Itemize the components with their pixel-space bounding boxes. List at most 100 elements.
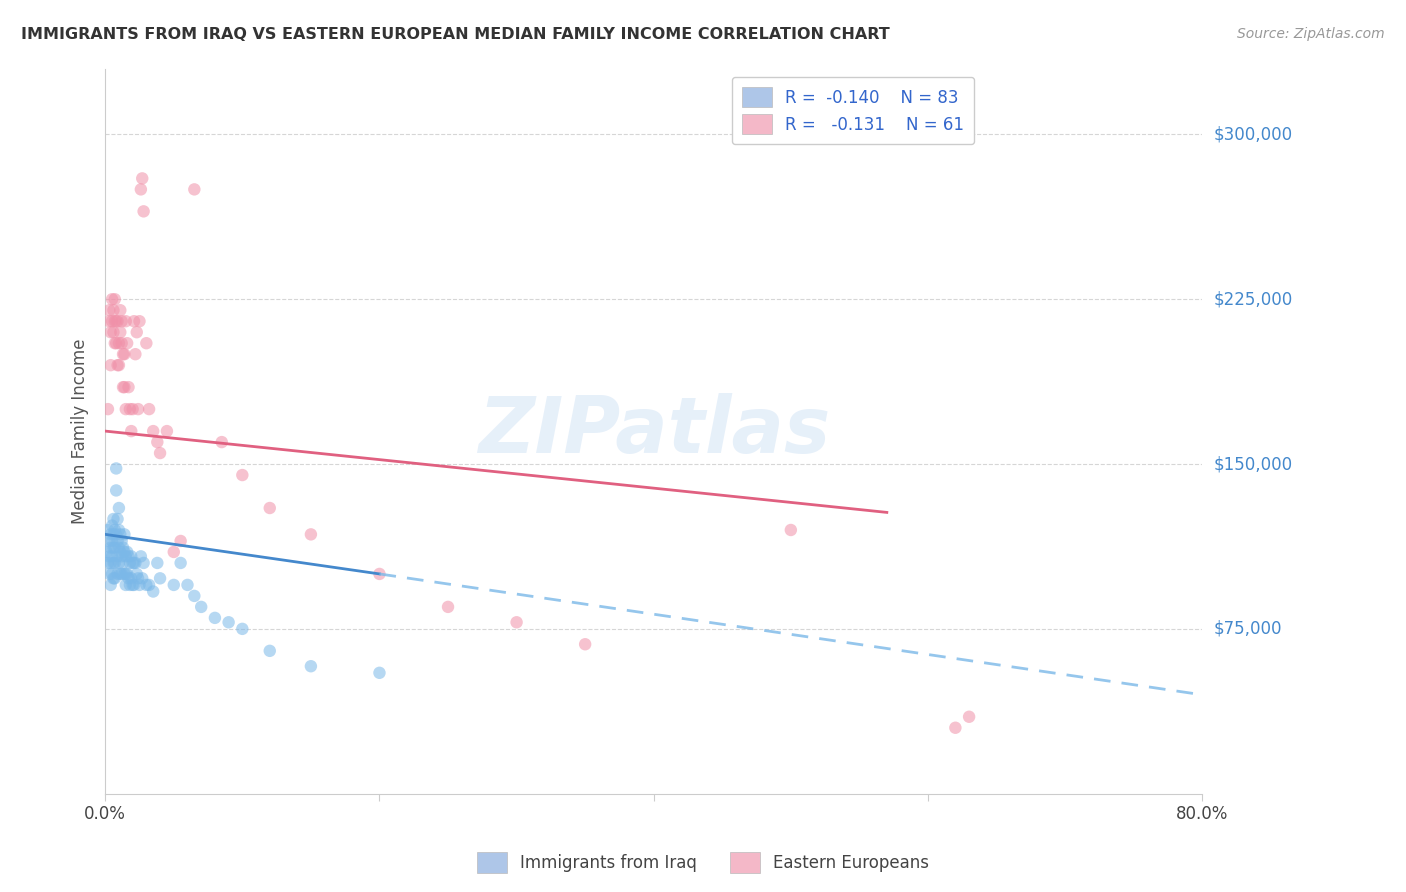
Point <box>115 545 138 559</box>
Point <box>183 182 205 196</box>
Point <box>204 611 226 625</box>
Point <box>97 523 120 537</box>
Point <box>114 314 136 328</box>
Point <box>299 527 322 541</box>
Point <box>104 523 127 537</box>
Point <box>110 527 132 541</box>
Point <box>218 615 240 630</box>
Point <box>104 336 127 351</box>
Point <box>437 599 460 614</box>
Point <box>114 402 136 417</box>
Point <box>100 556 122 570</box>
Point <box>131 171 153 186</box>
Text: $150,000: $150,000 <box>1213 455 1292 473</box>
Text: $300,000: $300,000 <box>1213 126 1292 144</box>
Point <box>103 325 125 339</box>
Point <box>118 578 141 592</box>
Point <box>129 182 152 196</box>
Point <box>100 541 122 555</box>
Point <box>112 527 135 541</box>
Point <box>129 549 152 564</box>
Point <box>132 204 155 219</box>
Point <box>104 292 127 306</box>
Text: Source: ZipAtlas.com: Source: ZipAtlas.com <box>1237 27 1385 41</box>
Point <box>103 512 125 526</box>
Point <box>110 566 132 581</box>
Point <box>98 549 121 564</box>
Point <box>98 566 121 581</box>
Point <box>169 556 191 570</box>
Point <box>105 461 128 475</box>
Point <box>101 292 124 306</box>
Point <box>98 314 121 328</box>
Point <box>169 533 191 548</box>
Point <box>122 314 145 328</box>
Point <box>100 325 122 339</box>
Point <box>108 556 131 570</box>
Point <box>100 578 122 592</box>
Point <box>368 566 391 581</box>
Point <box>107 533 129 548</box>
Point <box>125 325 148 339</box>
Point <box>98 303 121 318</box>
Point <box>111 549 134 564</box>
Point <box>176 578 198 592</box>
Point <box>121 402 143 417</box>
Point <box>183 589 205 603</box>
Point <box>104 556 127 570</box>
Point <box>135 578 157 592</box>
Point <box>112 347 135 361</box>
Point <box>104 541 127 555</box>
Point <box>112 347 135 361</box>
Point <box>103 541 125 555</box>
Point <box>100 527 122 541</box>
Point <box>108 523 131 537</box>
Point <box>105 483 128 498</box>
Point <box>96 545 118 559</box>
Point <box>107 314 129 328</box>
Point <box>114 549 136 564</box>
Point <box>110 303 132 318</box>
Legend: Immigrants from Iraq, Eastern Europeans: Immigrants from Iraq, Eastern Europeans <box>470 846 936 880</box>
Point <box>149 571 172 585</box>
Point <box>121 556 143 570</box>
Point <box>121 578 143 592</box>
Point <box>101 549 124 564</box>
Point <box>231 468 253 483</box>
Point <box>127 571 149 585</box>
Y-axis label: Median Family Income: Median Family Income <box>72 338 89 524</box>
Text: $225,000: $225,000 <box>1213 290 1292 309</box>
Point <box>163 545 186 559</box>
Point <box>211 435 233 450</box>
Point <box>105 314 128 328</box>
Point <box>122 556 145 570</box>
Point <box>112 541 135 555</box>
Point <box>505 615 527 630</box>
Point <box>138 578 160 592</box>
Point <box>125 566 148 581</box>
Point <box>135 336 157 351</box>
Point <box>97 556 120 570</box>
Point <box>112 545 135 559</box>
Point <box>111 336 134 351</box>
Point <box>163 578 186 592</box>
Point <box>131 571 153 585</box>
Point <box>128 578 150 592</box>
Point <box>101 533 124 548</box>
Point <box>124 347 146 361</box>
Point <box>105 527 128 541</box>
Point <box>259 501 281 516</box>
Point <box>957 710 980 724</box>
Point <box>115 566 138 581</box>
Point <box>110 545 132 559</box>
Point <box>114 566 136 581</box>
Point <box>111 566 134 581</box>
Point <box>574 637 596 651</box>
Point <box>112 556 135 570</box>
Point <box>97 402 120 417</box>
Point <box>104 571 127 585</box>
Point <box>108 358 131 372</box>
Point <box>112 380 135 394</box>
Point <box>190 599 212 614</box>
Point <box>118 402 141 417</box>
